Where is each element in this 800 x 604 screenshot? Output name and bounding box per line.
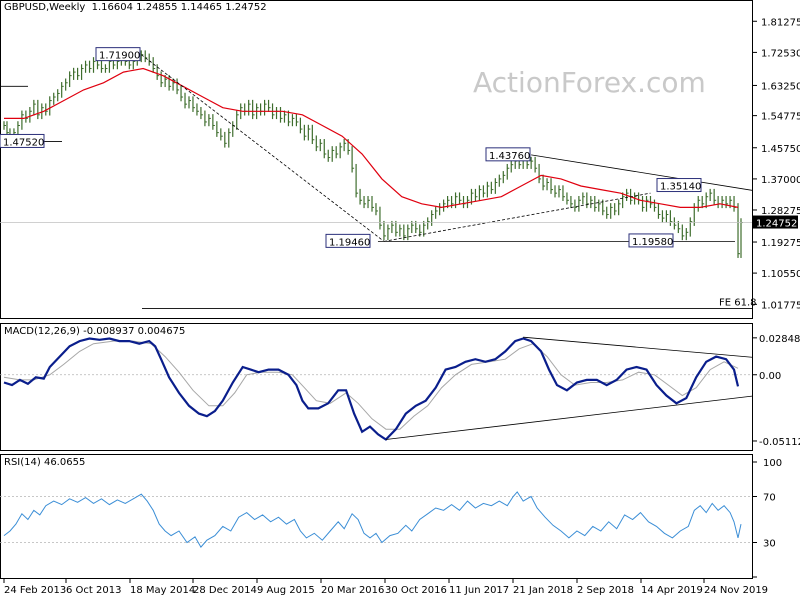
price-y-tick-label: 1.01775 [761, 300, 800, 311]
x-tick-label: 18 May 2014 [130, 585, 195, 596]
x-tick-label: 24 Feb 2013 [4, 585, 66, 596]
macd-y-tick-label: 0.028489 [759, 334, 800, 345]
rsi-layer [0, 491, 752, 548]
macd-header: MACD(12,26,9) -0.008937 0.004675 [4, 326, 186, 337]
level-label: 1.43760 [489, 151, 530, 162]
moving-average-line [4, 67, 739, 209]
x-tick-label: 2 Sep 2018 [577, 585, 634, 596]
level-label-box [95, 47, 141, 62]
level-label: 1.19460 [329, 237, 370, 248]
x-tick-label: 20 Mar 2016 [321, 585, 384, 596]
rsi-y-tick-label: 70 [763, 493, 776, 504]
x-tick-label: 9 Aug 2015 [257, 585, 315, 596]
macd-layer [0, 336, 753, 441]
price-y-tick-label: 1.37000 [761, 175, 800, 186]
x-tick-label: 11 Jun 2017 [449, 585, 509, 596]
level-label-box [485, 147, 531, 162]
macd-y-tick-label: -0.051125 [759, 437, 800, 448]
macd-line [3, 337, 740, 441]
x-tick-label: 6 Oct 2013 [66, 585, 121, 596]
price-y-tick-label: 1.81275 [761, 17, 800, 28]
x-tick-label: 28 Dec 2014 [193, 585, 257, 596]
level-label-box [0, 133, 45, 148]
level-label: 1.35140 [660, 182, 701, 193]
level-label-box [325, 233, 371, 248]
price-y-tick-label: 1.19275 [761, 238, 800, 249]
rsi-panel-frame [0, 454, 753, 579]
watermark-text: ActionForex.com [473, 66, 706, 99]
trendline-upper [531, 154, 753, 191]
x-tick-label: 14 Apr 2019 [641, 585, 703, 596]
price-y-tick-label: 1.72530 [761, 48, 800, 59]
axis-layer: 1.24752 1.81275 1.72530 1.63250 1.54775 1.457… [3, 17, 800, 596]
current-price-label: 1.24752 [756, 219, 797, 230]
macd-y-tick-label: 0.00 [759, 371, 781, 382]
macd-lower-trendline [385, 395, 753, 440]
current-price-box [753, 215, 798, 229]
rsi-line [3, 491, 742, 548]
rsi-y-tick-label: 30 [763, 539, 776, 550]
level-label: 1.71900 [99, 51, 140, 62]
level-label-box [656, 178, 702, 193]
macd-upper-trendline [523, 336, 753, 358]
price-y-tick-label: 1.28275 [761, 206, 800, 217]
level-label: 1.47520 [3, 137, 44, 148]
macd-signal-line [3, 340, 739, 430]
price-y-tick-label: 1.45750 [761, 144, 800, 155]
x-tick-label: 21 Jan 2018 [513, 585, 573, 596]
rsi-header: RSI(14) 46.0655 [4, 457, 86, 468]
price-y-tick-label: 1.54775 [761, 112, 800, 123]
price-header: GBPUSD,Weekly 1.16604 1.24855 1.14465 1.… [4, 2, 267, 13]
fe618-label: FE 61.8 [719, 297, 757, 308]
x-tick-label: 30 Oct 2016 [385, 585, 447, 596]
price-panel-frame [0, 0, 753, 319]
trendline-up-dashed [383, 192, 651, 242]
price-layer: 1.71900 1.43760 1.35140 1.19460 1.19580 1.475… [0, 47, 757, 309]
price-y-tick-label: 1.10550 [761, 269, 800, 280]
level-label-box [628, 233, 674, 248]
level-label: 1.19580 [632, 237, 673, 248]
price-y-tick-label: 1.63250 [761, 81, 800, 92]
macd-panel-frame [0, 323, 753, 451]
trendline-down-dashed [141, 54, 385, 242]
rsi-y-tick-label: 100 [763, 458, 782, 469]
x-tick-label: 24 Nov 2019 [704, 585, 768, 596]
